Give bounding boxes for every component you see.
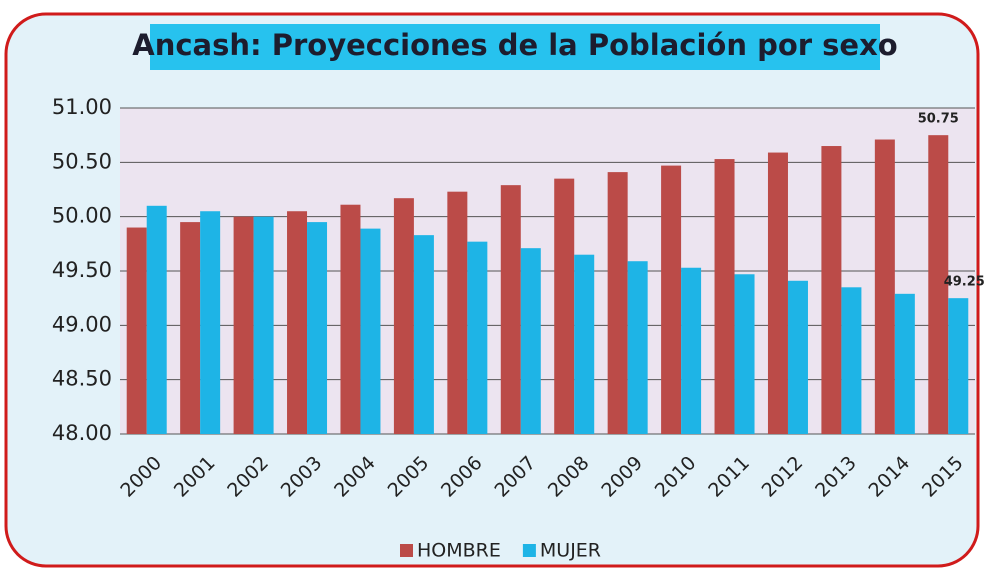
bar	[767, 152, 788, 434]
bar	[734, 274, 755, 434]
bar	[360, 228, 381, 434]
bar	[554, 178, 575, 434]
bar	[661, 165, 682, 435]
y-tick-label: 49.50	[52, 258, 112, 282]
bar	[841, 287, 862, 434]
bar	[253, 216, 274, 434]
data-label: 49.25	[944, 275, 985, 290]
bar	[928, 135, 949, 434]
y-tick-label: 50.50	[52, 149, 112, 173]
bar	[574, 254, 595, 434]
bar	[894, 293, 915, 434]
bar	[146, 205, 167, 434]
bar	[307, 222, 328, 434]
bar	[287, 211, 308, 434]
bar	[874, 139, 895, 434]
bar	[126, 227, 147, 434]
title-box	[150, 24, 880, 70]
legend-label: HOMBRE	[417, 540, 501, 562]
legend-swatch	[522, 544, 536, 557]
chart-title: Ancash: Proyecciones de la Población por…	[132, 28, 897, 62]
bar	[821, 146, 842, 435]
bar	[627, 261, 648, 434]
y-tick-label: 49.00	[52, 312, 112, 336]
bar	[787, 280, 808, 434]
bar	[393, 198, 414, 434]
y-tick-label: 51.00	[52, 95, 112, 119]
legend-label: MUJER	[540, 540, 601, 562]
bar	[681, 267, 702, 434]
data-label: 50.75	[918, 112, 959, 127]
y-tick-label: 48.00	[52, 421, 112, 445]
legend-swatch	[400, 544, 413, 557]
bar	[520, 248, 541, 434]
bar	[233, 216, 254, 434]
bar	[447, 191, 468, 434]
bar	[200, 211, 221, 434]
y-tick-label: 50.00	[52, 204, 112, 228]
bar	[180, 222, 201, 434]
bar	[340, 204, 361, 434]
bar	[714, 159, 735, 434]
bar	[607, 172, 628, 434]
bar	[467, 241, 488, 434]
bar	[948, 298, 969, 434]
y-tick-label: 48.50	[52, 367, 112, 391]
bar	[500, 185, 521, 434]
bar	[413, 235, 434, 434]
